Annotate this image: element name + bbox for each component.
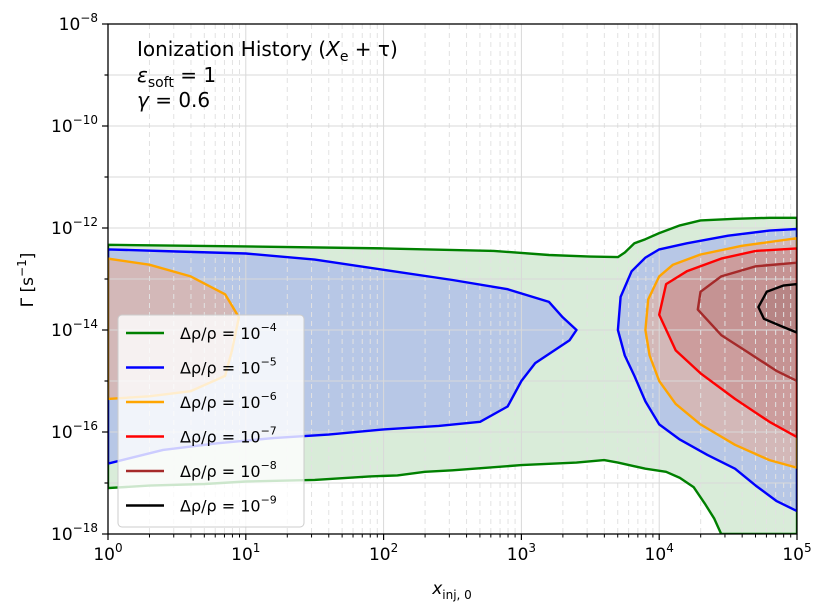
legend-box <box>117 314 305 528</box>
x-tick-label: 104 <box>645 541 674 565</box>
legend: Δρ/ρ = 10−4 Δρ/ρ = 10−5 Δρ/ρ = 10−6 Δρ/ρ = … <box>117 314 305 528</box>
legend-label-2: Δρ/ρ = 10−5 <box>180 356 277 378</box>
y-tick-label: 10−12 <box>51 215 98 239</box>
annotation-gamma: γ = 0.6 <box>137 88 210 112</box>
legend-label-6: Δρ/ρ = 10−9 <box>180 494 277 516</box>
legend-label-4: Δρ/ρ = 10−7 <box>180 425 277 447</box>
contour-line-5-1 <box>696 261 797 383</box>
contour-line-1-1 <box>108 216 797 534</box>
contour-line-3-2 <box>644 237 797 469</box>
annotation-title: Ionization History (Xe + τ) <box>137 37 398 65</box>
x-tick-label: 101 <box>231 541 260 565</box>
y-tick-label: 10−14 <box>51 317 98 341</box>
contour-line-4-1 <box>658 247 797 439</box>
x-tick-label: 100 <box>93 541 122 565</box>
y-tick-label: 10−8 <box>59 11 98 35</box>
y-tick-label: 10−10 <box>51 113 98 137</box>
axis-ticks: 100 101 102 103 104 105 10−18 10−16 10−14 10−12 10… <box>51 11 812 565</box>
legend-label-1: Δρ/ρ = 10−4 <box>180 321 277 343</box>
annotation-epsilon-soft: εsoft = 1 <box>137 63 216 91</box>
y-tick-label: 10−18 <box>51 521 98 545</box>
y-axis-label: Γ [s−1] <box>15 253 38 308</box>
legend-label-3: Δρ/ρ = 10−6 <box>180 390 277 412</box>
x-tick-label: 103 <box>507 541 536 565</box>
x-tick-label: 105 <box>782 541 811 565</box>
x-tick-label: 102 <box>369 541 398 565</box>
contour-line-6-1 <box>757 282 797 334</box>
y-tick-label: 10−16 <box>51 419 98 443</box>
contour-line-2-2 <box>616 227 797 513</box>
legend-label-5: Δρ/ρ = 10−8 <box>180 459 277 481</box>
x-axis-label: xinj, 0 <box>431 579 472 602</box>
